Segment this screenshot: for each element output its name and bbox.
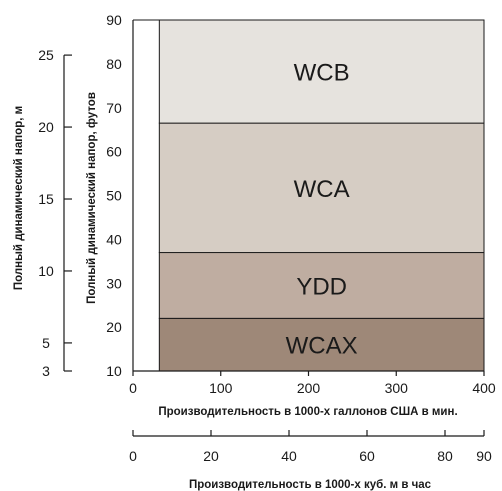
x-m3h-tick-label: 90: [476, 448, 492, 464]
zone-ydd: [158, 252, 485, 319]
x-m3h-tick-label: 20: [203, 448, 219, 464]
x-axis-m3h-title: Производительность в 1000-х куб. м в час: [189, 479, 432, 491]
y-axis-feet-title: Полный динамический напор, футов: [86, 92, 98, 304]
zone-wcax: [158, 317, 485, 372]
zone-label-ydd: YDD: [296, 273, 347, 300]
y-axis-feet: 10 20 30 40 50 60 70 80 90: [106, 12, 122, 379]
x-gpm-tick-label: 400: [472, 380, 496, 396]
x-m3h-tick-label: 80: [437, 448, 453, 464]
y-meters-tick-label: 10: [38, 263, 54, 279]
y-meters-tick-label: 20: [38, 119, 54, 135]
zones-layer: WCAX YDD WCA WCB: [158, 19, 485, 372]
y-feet-tick-label: 30: [106, 275, 122, 291]
zone-label-wcax: WCAX: [286, 333, 358, 360]
x-m3h-tick-label: 0: [129, 448, 137, 464]
x-axis-gpm-title: Производительность в 1000-х галлонов США…: [158, 406, 457, 418]
zone-wcb: [158, 19, 485, 124]
x-gpm-tick-label: 300: [385, 380, 409, 396]
x-gpm-tick-label: 200: [297, 380, 321, 396]
y-meters-tick-label: 5: [42, 335, 50, 351]
x-gpm-tick-label: 100: [209, 380, 233, 396]
y-meters-tick-label: 25: [38, 47, 54, 63]
y-meters-tick-label: 3: [42, 363, 50, 379]
y-feet-tick-label: 10: [106, 363, 122, 379]
y-feet-tick-label: 40: [106, 231, 122, 247]
x-m3h-tick-label: 60: [359, 448, 375, 464]
y-feet-tick-label: 60: [106, 144, 122, 160]
y-feet-tick-label: 80: [106, 56, 122, 72]
x-axis-gpm: 0 100 200 300 400: [129, 371, 496, 396]
y-axis-meters: 3 5 10 15 20 25: [38, 47, 72, 379]
y-axis-meters-title: Полный динамический напор, м: [13, 106, 25, 290]
y-feet-tick-label: 70: [106, 100, 122, 116]
x-gpm-tick-label: 0: [129, 380, 137, 396]
x-m3h-tick-label: 40: [281, 448, 297, 464]
y-feet-tick-label: 20: [106, 319, 122, 335]
zone-label-wcb: WCB: [294, 60, 350, 87]
y-feet-tick-label: 50: [106, 188, 122, 204]
y-meters-tick-label: 15: [38, 191, 54, 207]
zone-label-wca: WCA: [294, 176, 350, 203]
x-axis-m3h: 0 20 40 60 80 90: [129, 430, 492, 464]
y-feet-tick-label: 90: [106, 12, 122, 28]
